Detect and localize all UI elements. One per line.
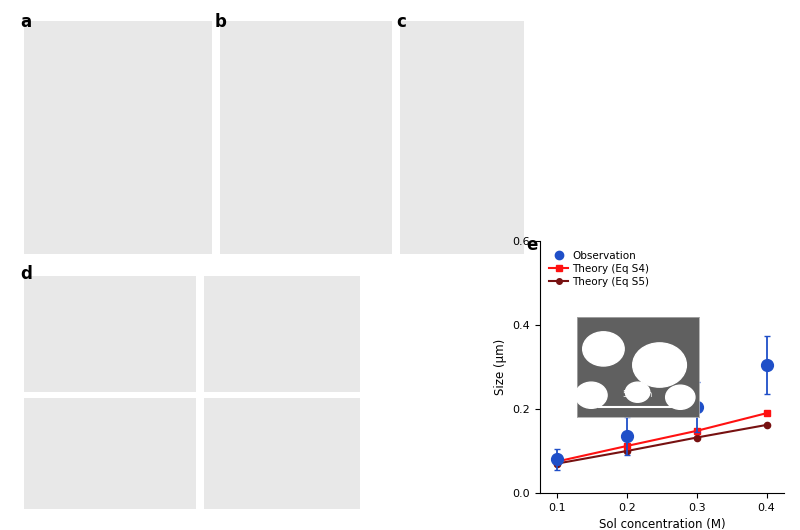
Text: c: c xyxy=(396,13,406,31)
Text: d: d xyxy=(20,265,32,283)
X-axis label: Sol concentration (M): Sol concentration (M) xyxy=(598,518,726,530)
Text: b: b xyxy=(214,13,226,31)
Y-axis label: Size (μm): Size (μm) xyxy=(494,339,507,395)
Text: a: a xyxy=(20,13,31,31)
Text: e: e xyxy=(526,236,538,254)
Legend: Observation, Theory (Eq S4), Theory (Eq S5): Observation, Theory (Eq S4), Theory (Eq … xyxy=(546,246,654,291)
